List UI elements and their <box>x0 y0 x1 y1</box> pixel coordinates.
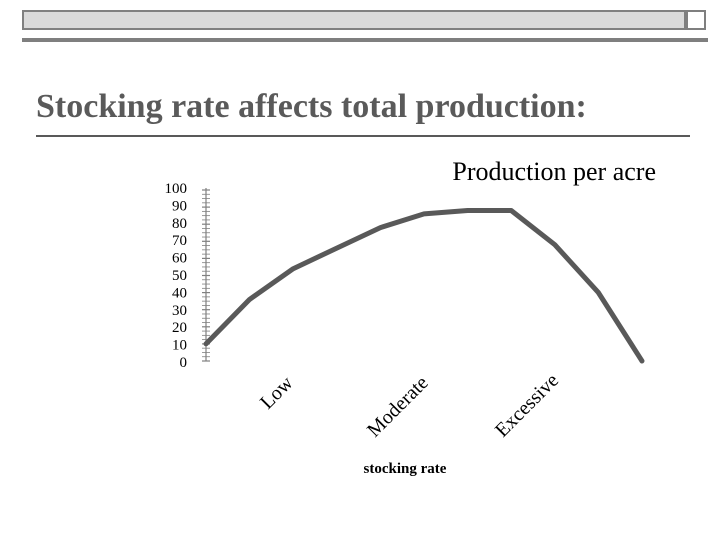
title-rule <box>36 135 690 137</box>
y-tick-label: 10 <box>172 338 187 354</box>
y-tick-label: 50 <box>172 268 187 284</box>
y-tick-label: 70 <box>172 233 187 249</box>
x-category-label: Moderate <box>363 372 433 442</box>
x-category-label: Low <box>256 372 298 414</box>
x-category-labels: Low Moderate Excessive <box>256 369 563 441</box>
production-line <box>203 208 645 364</box>
slide-top-band <box>22 10 708 42</box>
y-tick-label: 20 <box>172 320 187 336</box>
chart-title: Production per acre <box>452 157 656 186</box>
x-category-label: Excessive <box>491 369 563 441</box>
slide-title: Stocking rate affects total production: <box>36 88 587 125</box>
top-band-square <box>686 10 706 30</box>
y-tick-label: 30 <box>172 303 187 319</box>
y-tick-label: 60 <box>172 251 187 267</box>
y-tick-label: 90 <box>172 198 187 214</box>
x-axis-label: stocking rate <box>364 461 447 477</box>
top-band-bar <box>22 10 686 30</box>
y-minor-ticks <box>202 189 210 362</box>
y-tick-label: 80 <box>172 216 187 232</box>
top-band-line <box>22 38 708 42</box>
y-tick-label: 100 <box>165 181 188 197</box>
y-tick-label: 40 <box>172 285 187 301</box>
y-tick-label: 0 <box>180 355 188 371</box>
